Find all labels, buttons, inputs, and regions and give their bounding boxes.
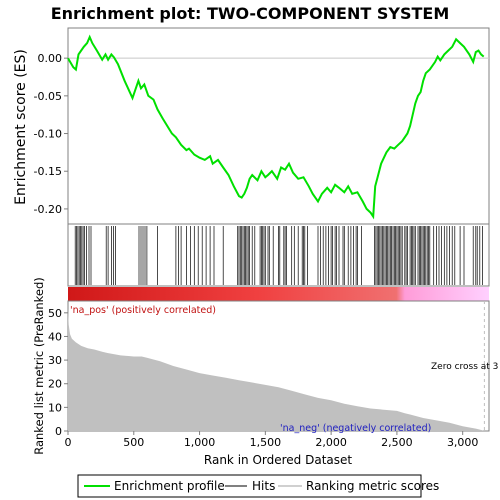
ranking-heat-bar (68, 287, 489, 301)
legend-label-ranking-metric: Ranking metric scores (306, 479, 439, 493)
zero-cross-annotation: Zero cross at 3 (431, 362, 498, 372)
rank-x-tick-label: 0 (65, 436, 72, 449)
legend: Enrichment profile Hits Ranking metric s… (77, 474, 439, 498)
chart-title: Enrichment plot: TWO-COMPONENT SYSTEM (51, 4, 450, 23)
rank-x-tick-label: 2,500 (381, 436, 413, 449)
rank-x-tick-label: 1,000 (184, 436, 216, 449)
hits-panel (67, 223, 490, 287)
rank-x-tick-label: 2,000 (315, 436, 347, 449)
metric-y-tick-label: 0 (55, 425, 62, 438)
metric-y-tick-label: 50 (48, 307, 62, 320)
legend-label-hits: Hits (252, 479, 275, 493)
rank-x-tick-label: 1,500 (250, 436, 282, 449)
metric-y-ticks: 0 10 20 30 40 50 (48, 307, 68, 438)
x-axis-label: Rank in Ordered Dataset (204, 453, 352, 467)
es-y-tick-label: -0.05 (34, 90, 62, 103)
negative-correlation-annotation: 'na_neg' (negatively correlated) (280, 423, 431, 434)
metric-y-tick-label: 10 (48, 401, 62, 414)
es-y-tick-label: -0.15 (34, 165, 62, 178)
metric-y-tick-label: 30 (48, 354, 62, 367)
metric-y-axis-label: Ranked list metric (PreRanked) (32, 277, 46, 455)
legend-label-enrichment-profile: Enrichment profile (114, 479, 225, 493)
hit-markers (74, 226, 483, 285)
es-y-tick-label: -0.10 (34, 128, 62, 141)
positive-correlation-annotation: 'na_pos' (positively correlated) (70, 305, 216, 316)
ranking-metric-area (68, 308, 484, 431)
es-y-tick-label: 0.00 (38, 52, 63, 65)
es-y-tick-label: -0.20 (34, 203, 62, 216)
ranked-metric-panel: 0 10 20 30 40 50 0 500 1,000 1,500 2,000 2,500 3,00… (32, 277, 498, 467)
metric-y-tick-label: 40 (48, 330, 62, 343)
es-y-ticks: 0.00 -0.05 -0.10 -0.15 -0.20 (34, 52, 68, 216)
enrichment-profile-line (67, 34, 485, 220)
rank-x-tick-label: 500 (123, 436, 144, 449)
enrichment-panel-frame (67, 27, 490, 225)
metric-y-tick-label: 20 (48, 378, 62, 391)
es-y-axis-label: Enrichment score (ES) (13, 49, 29, 205)
rank-x-tick-label: 3,000 (447, 436, 479, 449)
enrichment-panel: 0.00 -0.05 -0.10 -0.15 -0.20 Enrichment scor… (13, 27, 490, 225)
rank-x-ticks: 0 500 1,000 1,500 2,000 2,500 3,000 (65, 431, 479, 449)
legend-box (77, 474, 422, 498)
